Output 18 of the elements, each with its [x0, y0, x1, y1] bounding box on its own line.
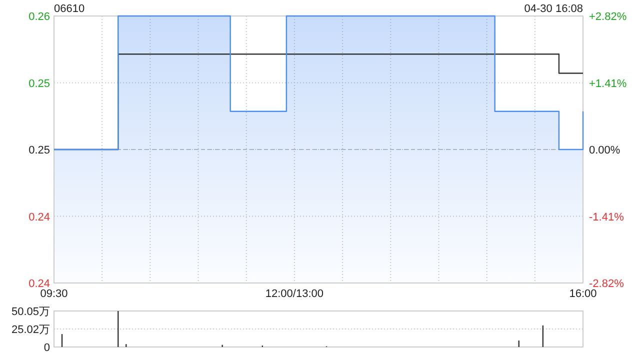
- x-tick-label: 09:30: [40, 288, 68, 300]
- text: 04-30 16:08: [524, 3, 583, 15]
- y-tick-label: 0.25: [28, 144, 50, 156]
- y-tick-label: 0.25: [28, 78, 50, 90]
- y-tick-label: 50.05万: [11, 306, 50, 318]
- y-tick-label: 0.24: [28, 278, 50, 290]
- y2-tick-label: 0.00%: [589, 144, 620, 156]
- x-tick-label: 12:00/13:00: [265, 288, 324, 300]
- y2-tick-label: -1.41%: [589, 211, 624, 224]
- y-tick-label: 0.24: [28, 211, 50, 224]
- y-tick-label: 25.02万: [11, 324, 50, 336]
- y2-tick-label: -2.82%: [589, 278, 624, 290]
- chart-title: 06610: [54, 3, 85, 15]
- y-tick-label: 0: [44, 342, 50, 354]
- x-tick-label: 16:00: [569, 288, 597, 300]
- y-tick-label: 0.26: [28, 11, 50, 23]
- y2-tick-label: +2.82%: [589, 11, 627, 23]
- y2-tick-label: +1.41%: [589, 78, 627, 90]
